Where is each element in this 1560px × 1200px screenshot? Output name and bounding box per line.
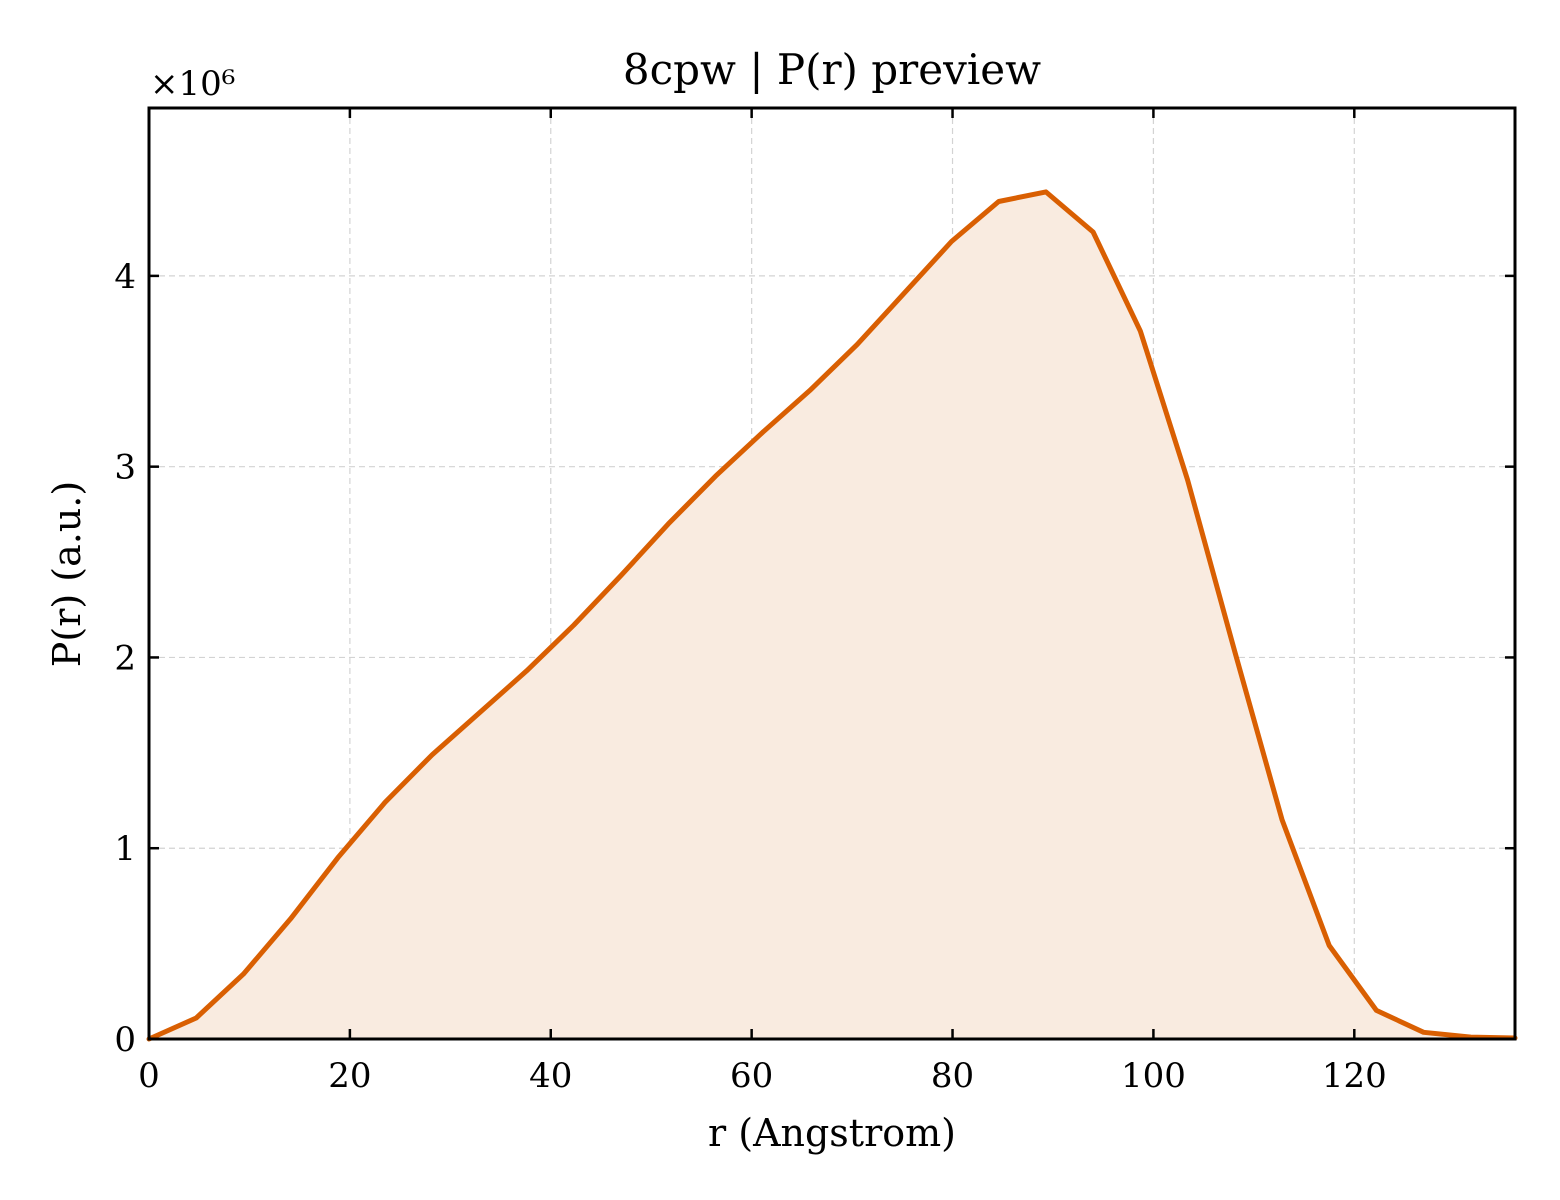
x-tick-label: 80: [931, 1056, 974, 1096]
x-tick-label: 60: [730, 1056, 773, 1096]
y-tick-label: 4: [114, 257, 136, 297]
x-tick-label: 120: [1322, 1056, 1387, 1096]
y-axis: 0 1 2 3 4: [114, 257, 1515, 1060]
y-scale-label: ×10⁶: [150, 64, 235, 104]
area-fill: [149, 191, 1515, 1039]
y-axis-label: P(r) (a.u.): [45, 481, 89, 667]
series-line: [146, 189, 1518, 1042]
x-tick-label: 20: [328, 1056, 371, 1096]
chart-title: 8cpw | P(r) preview: [623, 45, 1041, 94]
y-tick-label: 0: [114, 1020, 136, 1060]
y-tick-label: 1: [114, 829, 136, 869]
x-tick-label: 0: [138, 1056, 160, 1096]
x-axis: 0 20 40 60 80 100 120: [138, 108, 1387, 1096]
x-tick-label: 100: [1121, 1056, 1186, 1096]
x-axis-label: r (Angstrom): [708, 1111, 956, 1155]
y-tick-label: 3: [114, 448, 136, 488]
y-tick-label: 2: [114, 638, 136, 678]
x-tick-label: 40: [529, 1056, 572, 1096]
plot-frame: [147, 106, 1517, 1041]
